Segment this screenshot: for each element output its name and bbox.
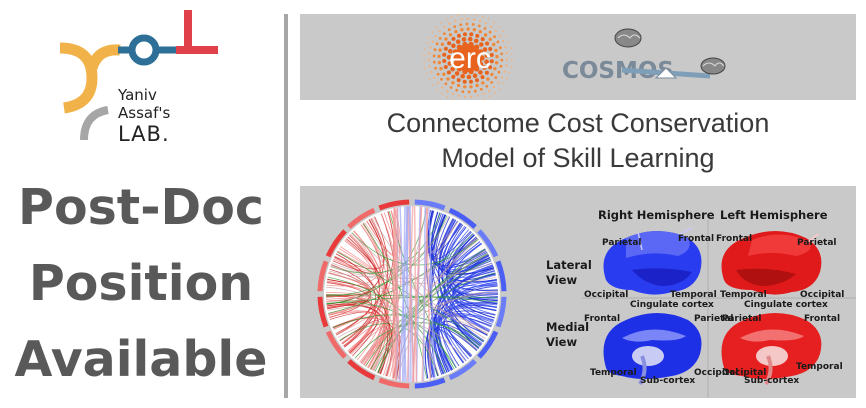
- lab-logo: [59, 10, 218, 141]
- project-title: Connectome Cost Conservation Model of Sk…: [300, 106, 856, 180]
- label-temporal-rl: Temporal: [670, 290, 717, 300]
- label-occipital-lm: Occipital: [722, 368, 767, 378]
- medial-view-label-1: Medial: [546, 320, 590, 334]
- label-occipital-rl: Occipital: [584, 290, 629, 300]
- left-hemisphere-lateral-brain: [721, 231, 822, 295]
- label-frontal-rm: Frontal: [584, 314, 621, 324]
- label-temporal-rm: Temporal: [590, 368, 637, 378]
- medial-view-label-2: View: [546, 335, 578, 349]
- logo-orange-branch: [86, 44, 121, 70]
- label-frontal-rl: Frontal: [678, 234, 715, 244]
- label-cingulate-l: Cingulate cortex: [744, 300, 828, 310]
- lab-name-first: Yaniv: [118, 86, 157, 104]
- label-parietal-rl: Parietal: [602, 238, 642, 248]
- lab-name-lab: LAB.: [118, 122, 170, 146]
- label-occipital-ll: Occipital: [800, 290, 845, 300]
- logo-blue-circle: [128, 34, 160, 66]
- label-parietal-ll: Parietal: [797, 238, 837, 248]
- connectogram-ring: [317, 199, 507, 389]
- lab-name-last: Assaf's: [118, 104, 171, 122]
- connectogram-connections: [325, 206, 499, 382]
- label-subcortex-l: Sub-cortex: [744, 376, 800, 386]
- sponsor-logos: erc COSMOS: [423, 14, 726, 100]
- sponsor-panel: erc COSMOS: [300, 14, 856, 100]
- logo-orange-arc: [59, 42, 98, 114]
- label-cingulate-r: Cingulate cortex: [630, 300, 714, 310]
- project-title-line-1: Connectome Cost Conservation: [386, 108, 770, 138]
- right-hemisphere-label: Right Hemisphere: [598, 208, 715, 222]
- right-hemisphere-medial-brain: [603, 313, 702, 385]
- left-hemisphere-medial-brain: [721, 313, 822, 385]
- headline-line-3: Available: [14, 331, 268, 388]
- figure-panel: Right Hemisphere Left Hemisphere Lateral…: [300, 186, 856, 398]
- label-parietal-rm: Parietal: [694, 314, 734, 324]
- label-parietal-lm: Parietal: [722, 314, 762, 324]
- erc-logo-dots: [423, 14, 513, 100]
- cosmos-brain-icon-left: [614, 28, 642, 48]
- headline-line-2: Position: [28, 255, 254, 312]
- brain-figure: [582, 220, 856, 398]
- vertical-divider: [284, 14, 288, 398]
- label-subcortex-r: Sub-cortex: [640, 376, 696, 386]
- logo-gray-arc: [80, 106, 109, 141]
- lateral-view-label-1: Lateral: [546, 258, 592, 272]
- lateral-view-label-2: View: [546, 273, 578, 287]
- label-frontal-ll: Frontal: [716, 234, 753, 244]
- erc-logo-text: erc: [449, 42, 491, 75]
- project-title-line-2: Model of Skill Learning: [441, 143, 715, 173]
- cosmos-fulcrum: [654, 67, 678, 79]
- right-hemisphere-lateral-brain: [603, 227, 702, 295]
- label-occipital-rm: Occipital: [694, 368, 739, 378]
- cosmos-brain-icon-right: [700, 57, 726, 75]
- label-temporal-ll: Temporal: [720, 290, 767, 300]
- label-frontal-lm: Frontal: [804, 314, 841, 324]
- left-hemisphere-label: Left Hemisphere: [720, 208, 828, 222]
- connectogram: [317, 199, 507, 389]
- headline-line-1: Post-Doc: [18, 179, 264, 236]
- label-temporal-lm: Temporal: [796, 362, 843, 372]
